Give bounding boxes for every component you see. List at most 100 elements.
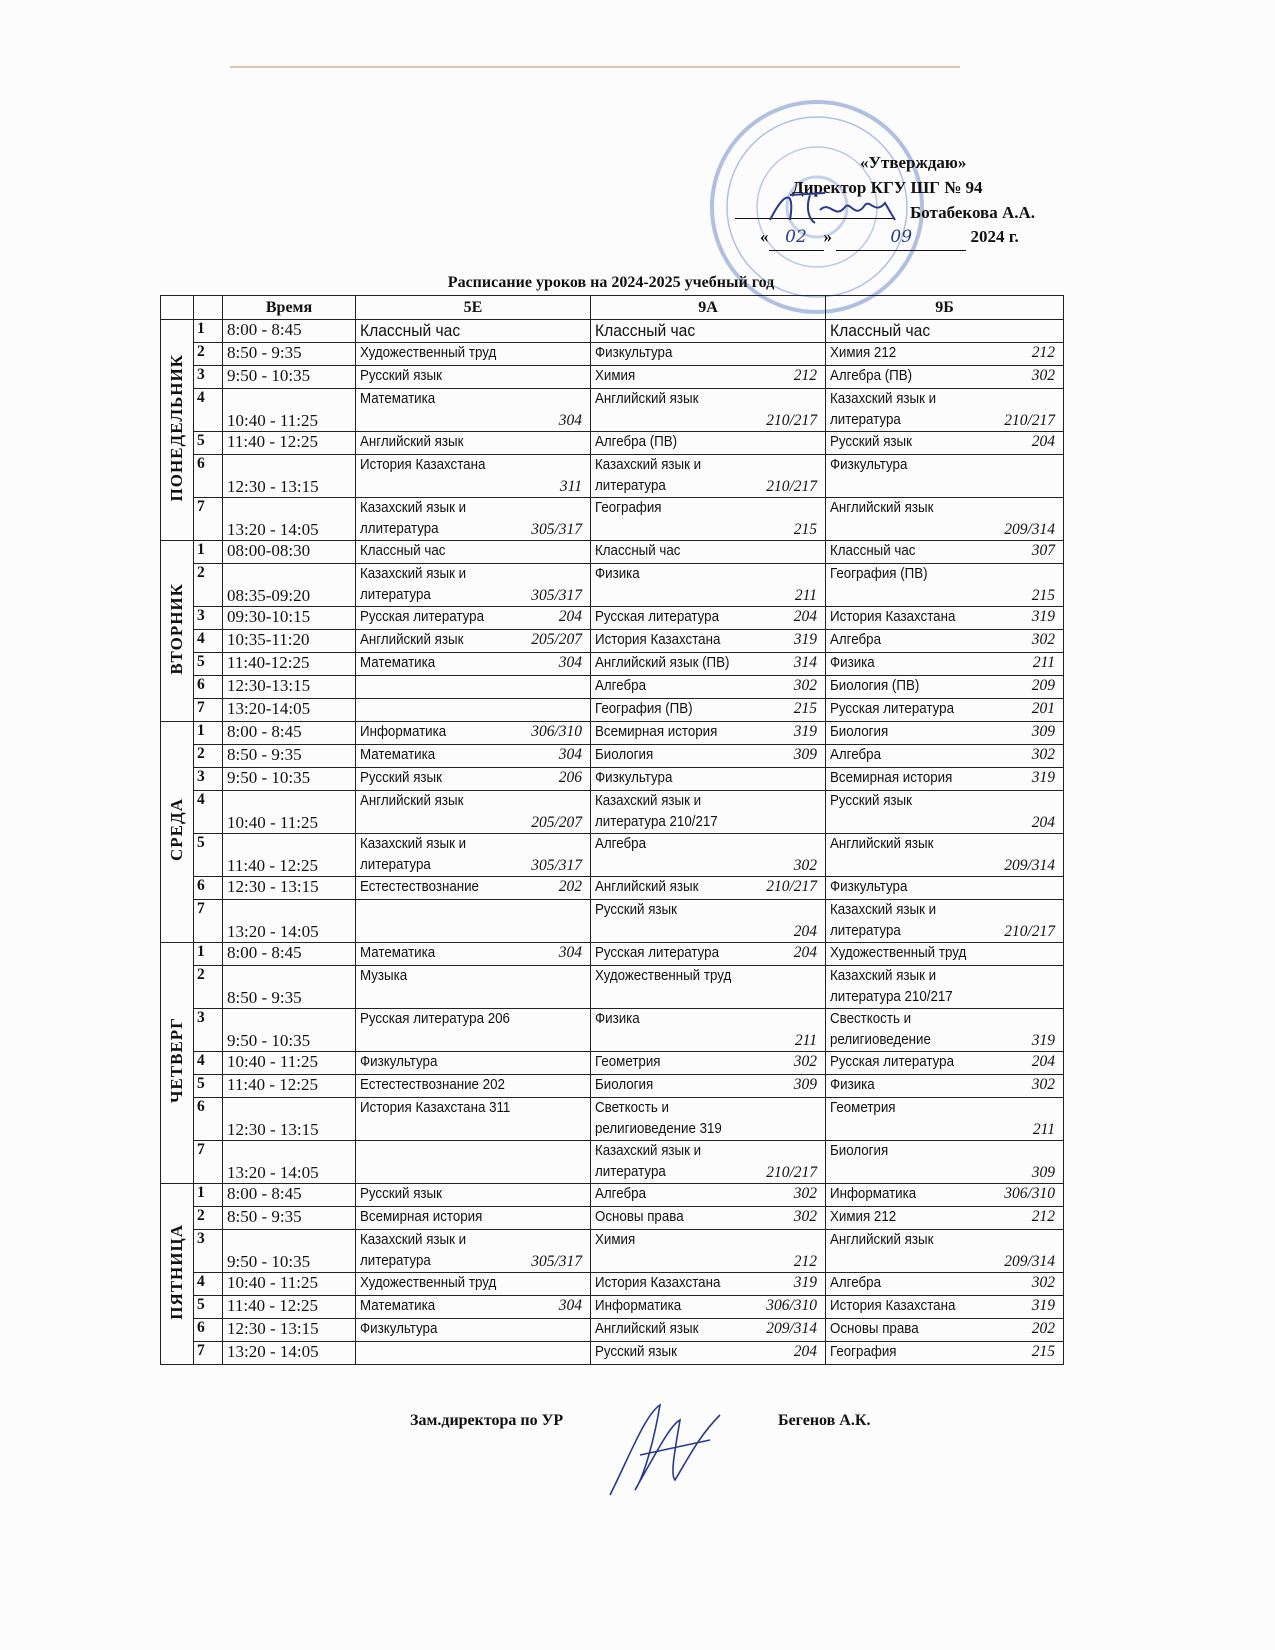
director-name: Ботабекова А.А. xyxy=(910,203,1036,222)
subject-name: Классный час xyxy=(360,543,446,559)
lesson-cell-9a: География 215 xyxy=(590,497,826,541)
lesson-number: 4 xyxy=(193,790,223,834)
lesson-number: 1 xyxy=(193,721,223,745)
subject-name: Биология xyxy=(595,747,654,763)
lesson-cell-5e: Художественный труд xyxy=(355,342,591,366)
subject-name: Казахский язык и литература xyxy=(360,566,467,603)
subject-name: Алгебра xyxy=(830,747,882,763)
lesson-time: 8:00 - 8:45 xyxy=(222,1183,356,1207)
subject-name: Художественный труд xyxy=(360,345,497,361)
subject-name: Английский язык xyxy=(830,1232,934,1248)
lesson-cell-9b: Биология (ПВ) 209 xyxy=(825,675,1064,699)
table-row: 4 10:40 - 11:25 Художественный труд История… xyxy=(161,1272,1064,1296)
lesson-cell-9a: Физкультура xyxy=(590,342,826,366)
lesson-time: 12:30 - 13:15 xyxy=(222,876,356,900)
lesson-cell-5e: Казахский язык и литература 305/317 xyxy=(355,1229,591,1273)
subject-name: Казахский язык и литература 210/217 xyxy=(595,793,718,830)
lesson-cell-5e: Английский язык 205/207 xyxy=(355,790,591,834)
subject-name: Русский язык xyxy=(830,434,912,450)
room-number: 314 xyxy=(793,654,817,671)
table-row: 7 13:20 - 14:05 Русский язык 204 Казахский я… xyxy=(161,899,1064,943)
lesson-cell-5e: Математика 304 xyxy=(355,1295,591,1319)
room-number: 305/317 xyxy=(531,521,582,538)
room-number: 302 xyxy=(793,1208,817,1225)
lesson-cell-5e xyxy=(355,899,591,943)
lesson-time: 11:40 - 12:25 xyxy=(222,1295,356,1319)
subject-name: Казахский язык и литература xyxy=(360,1232,467,1269)
table-row: 6 12:30 - 13:15 История Казахстана 311 Казах… xyxy=(161,454,1064,498)
subject-name: Математика xyxy=(360,747,436,763)
table-row: 4 10:40 - 11:25 Английский язык 205/207 Каза… xyxy=(161,790,1064,834)
lesson-number: 1 xyxy=(193,1183,223,1207)
room-number: 210/217 xyxy=(766,878,817,895)
lesson-cell-5e: Математика 304 xyxy=(355,652,591,676)
lesson-cell-9b: Алгебра 302 xyxy=(825,1272,1064,1296)
subject-name: Физкультура xyxy=(595,770,673,786)
date-line: «02» 09 2024 г. xyxy=(760,224,1019,251)
room-number: 210/217 xyxy=(1004,412,1055,429)
lesson-cell-5e: Классный час xyxy=(355,540,591,564)
subject-name: Алгебра xyxy=(595,678,647,694)
lesson-number: 6 xyxy=(193,1097,223,1141)
lesson-cell-5e: Математика 304 xyxy=(355,942,591,966)
lesson-cell-9a: Английский язык 210/217 xyxy=(590,876,826,900)
subject-name: Классный час xyxy=(830,321,931,340)
lesson-cell-9b: Русский язык 204 xyxy=(825,790,1064,834)
approve-label: «Утверждаю» xyxy=(860,153,967,172)
table-row: 5 11:40 - 12:25 Английский язык Алгебра (ПВ… xyxy=(161,431,1064,455)
lesson-time: 8:50 - 9:35 xyxy=(222,342,356,366)
day-label: ПОНЕДЕЛЬНИК xyxy=(167,353,186,502)
lesson-cell-9a: Классный час xyxy=(590,319,826,343)
subject-name: Английский язык xyxy=(830,500,934,516)
subject-name: Музыка xyxy=(360,968,408,984)
lesson-cell-5e: Казахский язык и ллитература 305/317 xyxy=(355,497,591,541)
table-row: 6 12:30 - 13:15 Физкультура Английский язык… xyxy=(161,1318,1064,1342)
subject-name: Физика xyxy=(595,1011,640,1027)
lesson-time: 11:40 - 12:25 xyxy=(222,431,356,455)
lesson-cell-5e: Физкультура xyxy=(355,1318,591,1342)
lesson-number: 2 xyxy=(193,965,223,1009)
subject-name: Художественный труд xyxy=(595,968,732,984)
lesson-cell-9a: Всемирная история 319 xyxy=(590,721,826,745)
lesson-number: 4 xyxy=(193,388,223,432)
subject-name: Физика xyxy=(595,566,640,582)
subject-name: Казахский язык и литература 210/217 xyxy=(830,968,953,1005)
lesson-cell-5e: История Казахстана 311 xyxy=(355,1097,591,1141)
table-row: 6 12:30 - 13:15 Естестествознание 202 Англий… xyxy=(161,876,1064,900)
lesson-cell-5e xyxy=(355,698,591,722)
lesson-cell-5e xyxy=(355,1341,591,1365)
lesson-cell-9a: Русская литература 204 xyxy=(590,942,826,966)
room-number: 204 xyxy=(1031,1053,1055,1070)
room-number: 201 xyxy=(1031,700,1055,717)
subject-name: Математика xyxy=(360,945,436,961)
lesson-time: 10:40 - 11:25 xyxy=(222,790,356,834)
lesson-number: 3 xyxy=(193,365,223,389)
room-number: 302 xyxy=(1031,746,1055,763)
room-number: 212 xyxy=(793,367,817,384)
lesson-cell-5e: Русская литература 206 xyxy=(355,1008,591,1052)
subject-name: Классный час xyxy=(595,321,696,340)
subject-name: Алгебра (ПВ) xyxy=(830,368,913,384)
lesson-time: 12:30 - 13:15 xyxy=(222,1097,356,1141)
director-signature xyxy=(769,192,896,224)
subject-name: История Казахстана xyxy=(830,609,956,625)
footer-position: Зам.директора по УР xyxy=(410,1412,564,1429)
date-day: 02 xyxy=(768,225,824,251)
room-number: 304 xyxy=(558,412,582,429)
lesson-number: 5 xyxy=(193,1295,223,1319)
room-number: 204 xyxy=(793,608,817,625)
lesson-cell-5e: Художественный труд xyxy=(355,1272,591,1296)
table-row: ЧЕТВЕРГ 1 8:00 - 8:45 Математика 304 Русская … xyxy=(160,942,1064,1184)
room-number: 211 xyxy=(1032,654,1055,671)
table-row: 6 12:30-13:15 Алгебра 302 Биология (ПВ) 209 xyxy=(161,675,1064,699)
room-number: 302 xyxy=(1031,367,1055,384)
subject-name: Физкультура xyxy=(830,457,908,473)
subject-name: Английский язык xyxy=(360,434,464,450)
subject-name: Английский язык xyxy=(360,632,464,648)
lesson-time: 13:20 - 14:05 xyxy=(222,899,356,943)
lesson-cell-5e xyxy=(355,675,591,699)
table-row: 7 13:20-14:05 География (ПВ) 215 Русская лит… xyxy=(161,698,1064,722)
room-number: 210/217 xyxy=(766,412,817,429)
schedule-table: Время 5Е 9А 9Б ПОНЕДЕЛЬНИК 1 8:00 - 8:45 Кл… xyxy=(160,295,1064,1365)
table-row: 5 11:40 - 12:25 Казахский язык и литератур… xyxy=(161,833,1064,877)
